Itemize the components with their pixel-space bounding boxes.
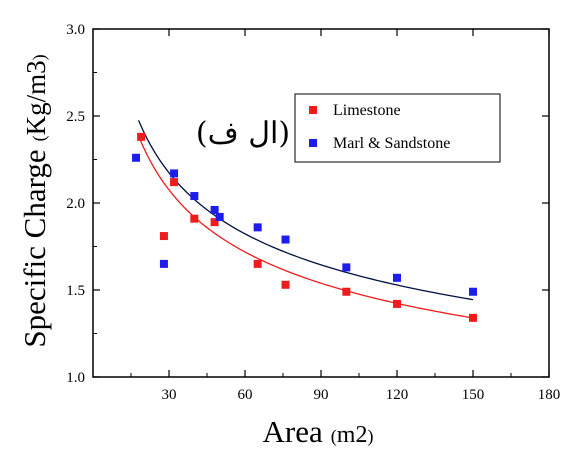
legend-marker — [309, 106, 317, 114]
y-axis-title: Specific Charge (Kg/m3) — [17, 54, 52, 347]
data-point-limestone — [281, 280, 290, 289]
data-point-marl-sandstone — [393, 273, 401, 282]
data-point-limestone — [137, 132, 146, 141]
legend: Limestone Marl & Sandstone — [294, 93, 501, 163]
x-tick-label: 30 — [162, 387, 177, 403]
data-point-limestone — [469, 313, 477, 322]
data-point-marl-sandstone — [132, 153, 141, 162]
data-point-limestone — [190, 214, 199, 223]
data-point-limestone — [210, 218, 219, 227]
data-point-marl-sandstone — [281, 235, 290, 244]
y-axis-paren-open: ( — [29, 135, 50, 141]
y-tick-label: 2.5 — [66, 109, 85, 125]
legend-label: Limestone — [333, 102, 401, 119]
plot-frame — [92, 28, 550, 378]
data-point-limestone — [253, 259, 262, 268]
data-point-marl-sandstone — [170, 169, 179, 178]
legend-label: Marl & Sandstone — [333, 135, 450, 152]
data-point-marl-sandstone — [190, 192, 199, 201]
data-point-limestone — [159, 232, 168, 241]
plot-area-border — [92, 28, 550, 378]
y-tick-label: 3.0 — [66, 22, 85, 38]
y-tick-label: 1.5 — [66, 283, 85, 299]
data-point-marl-sandstone — [159, 259, 168, 268]
y-axis-paren-close: ) — [29, 54, 50, 60]
data-point-marl-sandstone — [215, 212, 224, 221]
legend-box — [294, 93, 501, 163]
x-tick-label: 120 — [386, 387, 409, 403]
x-axis-title-main: Area — [263, 414, 323, 449]
x-tick-label: 150 — [462, 387, 485, 403]
x-axis-title: Area (m2) — [263, 414, 374, 449]
data-point-limestone — [342, 287, 351, 296]
y-axis-title-main: Specific Charge — [17, 149, 52, 347]
x-tick-label: 60 — [238, 387, 253, 403]
x-axis-paren-close: ) — [367, 426, 373, 447]
x-tick-label: 90 — [314, 387, 329, 403]
y-tick-label: 1.0 — [66, 370, 85, 386]
data-points — [132, 132, 477, 322]
data-point-limestone — [170, 178, 179, 187]
y-tick-label: 2.0 — [66, 196, 85, 212]
x-axis-title-unit: m2 — [337, 422, 368, 448]
data-point-marl-sandstone — [210, 205, 219, 214]
axis-ticks: 30 60 90 120 150 180 1.0 1.5 2.0 2.5 3.0 — [66, 22, 560, 403]
x-axis-paren-open: ( — [331, 426, 337, 447]
y-axis-title-unit: Kg/m3 — [21, 60, 51, 135]
data-point-marl-sandstone — [253, 223, 262, 232]
legend-marker — [309, 139, 317, 147]
data-point-marl-sandstone — [342, 263, 351, 272]
data-point-marl-sandstone — [469, 287, 477, 296]
data-point-limestone — [393, 299, 401, 308]
annotation: (ال ف) — [196, 116, 290, 151]
x-tick-label: 180 — [538, 387, 561, 403]
